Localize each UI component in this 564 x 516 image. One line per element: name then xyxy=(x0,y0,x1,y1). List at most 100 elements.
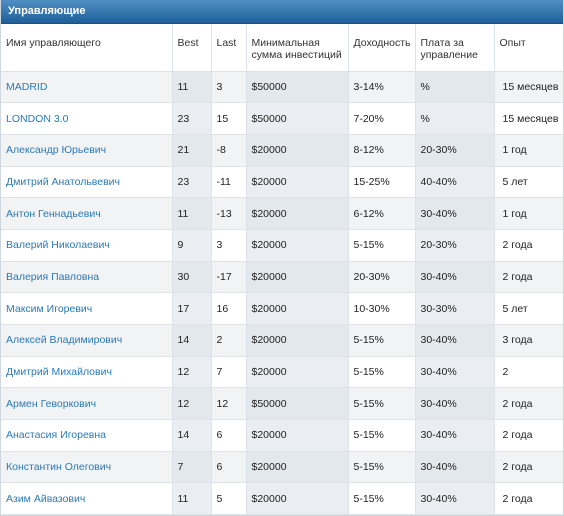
fee-value-cell: 20-30% xyxy=(415,134,495,167)
min-investment-value-cell: $20000 xyxy=(246,482,349,516)
best-value-cell: 30 xyxy=(172,261,212,294)
min-investment-value-cell: $20000 xyxy=(246,197,349,230)
best-value-cell: 7 xyxy=(172,451,212,484)
min-investment-value-cell: $20000 xyxy=(246,229,349,262)
last-value-cell: 3 xyxy=(211,229,247,262)
best-value-cell: 21 xyxy=(172,134,212,167)
yield-value-cell: 5-15% xyxy=(348,387,416,421)
table-row: Александр Юрьевич 21 -8 $20000 8-12% 20-30% 1 … xyxy=(1,134,563,167)
yield-value-cell: 6-12% xyxy=(348,197,416,230)
manager-name-cell: Валерия Павловна xyxy=(1,261,173,294)
yield-value-cell: 8-12% xyxy=(348,134,416,167)
best-value-cell: 11 xyxy=(172,482,212,516)
best-value-cell: 11 xyxy=(172,197,212,230)
table-row: Максим Игоревич 17 16 $20000 10-30% 30-30% 5 л… xyxy=(1,292,563,325)
experience-value-cell: 15 месяцев xyxy=(494,71,563,104)
manager-name-cell: LONDON 3.0 xyxy=(1,102,173,135)
min-investment-value-cell: $20000 xyxy=(246,356,349,389)
table-row: Алексей Владимирович 14 2 $20000 5-15% 30-40%… xyxy=(1,324,563,357)
min-investment-value-cell: $50000 xyxy=(246,102,349,135)
experience-value-cell: 2 года xyxy=(494,229,563,262)
min-investment-value-cell: $20000 xyxy=(246,419,349,452)
table-row: LONDON 3.0 23 15 $50000 7-20%% 15 месяцев xyxy=(1,102,563,135)
manager-name-link[interactable]: Валерий Николаевич xyxy=(6,239,110,252)
manager-name-cell: Анастасия Игоревна xyxy=(1,419,173,452)
table-row: Валерий Николаевич 9 3 $20000 5-15% 20-30% 2 г… xyxy=(1,229,563,262)
best-value-cell: 9 xyxy=(172,229,212,262)
min-investment-value-cell: $50000 xyxy=(246,71,349,104)
manager-name-cell: Антон Геннадьевич xyxy=(1,197,173,230)
last-value-cell: -11 xyxy=(211,166,247,199)
table-row: Антон Геннадьевич 11 -13 $20000 6-12% 30-40% 1… xyxy=(1,197,563,230)
table-row: Анастасия Игоревна 14 6 $20000 5-15% 30-40% 2 … xyxy=(1,419,563,452)
last-value-cell: 15 xyxy=(211,102,247,135)
manager-name-link[interactable]: Максим Игоревич xyxy=(6,302,93,315)
experience-value-cell: 3 года xyxy=(494,324,563,357)
yield-value-cell: 5-15% xyxy=(348,229,416,262)
experience-value-cell: 2 года xyxy=(494,387,563,421)
manager-name-link[interactable]: Антон Геннадьевич xyxy=(6,207,101,220)
last-value-cell: 6 xyxy=(211,419,247,452)
yield-value-cell: 5-15% xyxy=(348,482,416,516)
yield-value-cell: 20-30% xyxy=(348,261,416,294)
manager-name-link[interactable]: Алексей Владимирович xyxy=(6,334,123,347)
last-value-cell: 5 xyxy=(211,482,247,516)
column-header-name[interactable]: Имя управляющего xyxy=(1,24,173,72)
fee-value-cell: 30-40% xyxy=(415,482,495,516)
column-header-last[interactable]: Last xyxy=(211,24,247,72)
manager-name-cell: Александр Юрьевич xyxy=(1,134,173,167)
manager-name-link[interactable]: Валерия Павловна xyxy=(6,270,100,283)
manager-name-link[interactable]: LONDON 3.0 xyxy=(6,112,69,125)
manager-name-cell: Алексей Владимирович xyxy=(1,324,173,357)
table-row: Дмитрий Анатольвевич 23 -11 $20000 15-25% 40-… xyxy=(1,166,563,199)
last-value-cell: 12 xyxy=(211,387,247,421)
min-investment-value-cell: $20000 xyxy=(246,166,349,199)
column-header-best[interactable]: Best xyxy=(172,24,212,72)
manager-name-link[interactable]: MADRID xyxy=(6,80,48,93)
table-row: Валерия Павловна 30 -17 $20000 20-30% 30-40% 2… xyxy=(1,261,563,294)
experience-value-cell: 1 год xyxy=(494,134,563,167)
yield-value-cell: 5-15% xyxy=(348,356,416,389)
yield-value-cell: 3-14% xyxy=(348,71,416,104)
column-header-min-investment[interactable]: Минимальная сумма инвестиций xyxy=(246,24,349,72)
managers-table: Имя управляющего Best Last Минимальная с… xyxy=(1,24,563,516)
table-header-row: Имя управляющего Best Last Минимальная с… xyxy=(1,24,563,72)
experience-value-cell: 15 месяцев xyxy=(494,102,563,135)
last-value-cell: 16 xyxy=(211,292,247,325)
manager-name-link[interactable]: Анастасия Игоревна xyxy=(6,429,107,442)
manager-name-cell: Валерий Николаевич xyxy=(1,229,173,262)
fee-value-cell: 30-40% xyxy=(415,419,495,452)
fee-value-cell: 40-40% xyxy=(415,166,495,199)
min-investment-value-cell: $20000 xyxy=(246,324,349,357)
last-value-cell: -8 xyxy=(211,134,247,167)
best-value-cell: 12 xyxy=(172,387,212,421)
best-value-cell: 17 xyxy=(172,292,212,325)
manager-name-link[interactable]: Константин Олегович xyxy=(6,461,112,474)
manager-name-link[interactable]: Армен Геворкович xyxy=(6,397,97,410)
column-header-experience[interactable]: Опыт xyxy=(494,24,563,72)
last-value-cell: -13 xyxy=(211,197,247,230)
manager-name-cell: Максим Игоревич xyxy=(1,292,173,325)
table-row: Константин Олегович 7 6 $20000 5-15% 30-40% 2 … xyxy=(1,451,563,484)
yield-value-cell: 5-15% xyxy=(348,324,416,357)
experience-value-cell: 2 года xyxy=(494,419,563,452)
fee-value-cell: % xyxy=(415,102,495,135)
manager-name-cell: Дмитрий Михайлович xyxy=(1,356,173,389)
experience-value-cell: 5 лет xyxy=(494,166,563,199)
manager-name-link[interactable]: Дмитрий Анатольвевич xyxy=(6,175,121,188)
yield-value-cell: 5-15% xyxy=(348,419,416,452)
manager-name-link[interactable]: Александр Юрьевич xyxy=(6,144,107,157)
column-header-fee[interactable]: Плата за управление xyxy=(415,24,495,72)
table-row: MADRID 11 3 $50000 3-14%% 15 месяцев xyxy=(1,71,563,104)
table-row: Армен Геворкович 12 12 $50000 5-15% 30-40% 2 г… xyxy=(1,387,563,421)
manager-name-link[interactable]: Дмитрий Михайлович xyxy=(6,366,112,379)
min-investment-value-cell: $20000 xyxy=(246,451,349,484)
yield-value-cell: 5-15% xyxy=(348,451,416,484)
manager-name-link[interactable]: Азим Айвазович xyxy=(6,492,86,505)
fee-value-cell: 30-40% xyxy=(415,197,495,230)
best-value-cell: 14 xyxy=(172,324,212,357)
column-header-yield[interactable]: Доходность xyxy=(348,24,416,72)
fee-value-cell: 30-40% xyxy=(415,324,495,357)
table-row: Дмитрий Михайлович 12 7 $20000 5-15% 30-40% 2 xyxy=(1,356,563,389)
experience-value-cell: 2 года xyxy=(494,451,563,484)
